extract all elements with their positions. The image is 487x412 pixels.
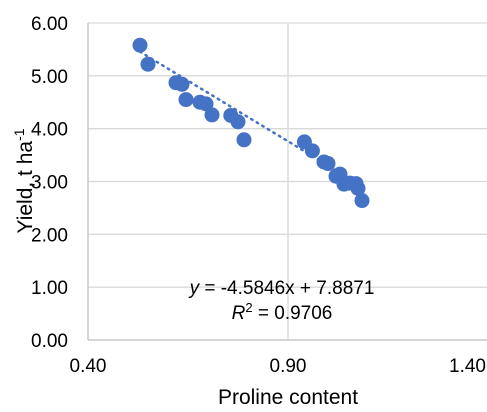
data-point [350,180,366,196]
data-point [304,143,320,159]
y-tick-label: 3.00 [31,173,68,194]
axes [87,23,487,341]
trendline-equation: y = -4.5846x + 7.8871 [188,278,375,299]
x-tick-label: 0.90 [270,356,307,377]
y-tick-label: 4.00 [31,120,68,141]
x-axis-title: Proline content [218,386,358,409]
r-squared-label: R2 = 0.9706 [232,300,333,324]
data-point [354,193,370,209]
data-points [132,37,370,209]
y-axis-title: Yield, t ha-1 [11,128,37,233]
data-point [140,56,156,72]
data-point [204,107,220,123]
data-point [230,114,246,130]
y-tick-label: 5.00 [31,67,68,88]
data-point [236,132,252,148]
data-point [198,96,214,112]
x-tick-label: 0.40 [70,356,107,377]
y-tick-label: 6.00 [31,14,68,35]
tick-labels: 0.00 1.00 2.00 3.00 4.00 5.00 6.00 0.40 0.90 1.40 [31,14,486,377]
x-tick-label: 1.40 [449,356,486,377]
gridlines [88,22,487,340]
y-tick-label: 0.00 [31,331,68,352]
y-tick-label: 1.00 [31,278,68,299]
y-tick-label: 2.00 [31,225,68,246]
data-point [320,156,336,172]
data-point [174,76,190,92]
data-point [132,37,148,53]
data-point [178,92,194,108]
